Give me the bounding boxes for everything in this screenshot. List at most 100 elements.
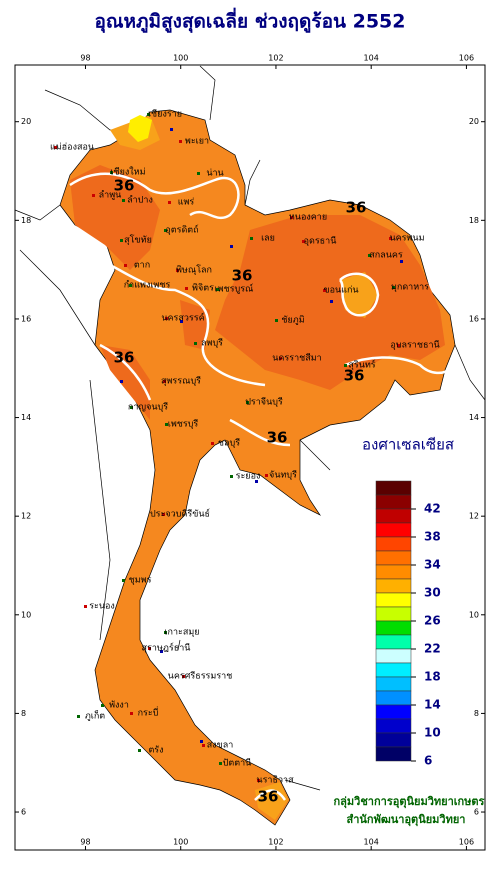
province-dot: [163, 380, 166, 383]
y-tick-label: 20: [469, 117, 479, 126]
province-label: สุโขทัย: [124, 235, 152, 246]
province-dot: [389, 237, 392, 240]
y-tick-label: 8: [21, 709, 26, 718]
province-dot: [122, 579, 125, 582]
province-label: หนองคาย: [289, 213, 327, 223]
province-label: สุรินทร์: [348, 359, 375, 371]
y-tick-label: 6: [21, 808, 26, 817]
legend-swatch: [375, 536, 412, 552]
province-label: พิจิตร: [192, 283, 214, 294]
province-label: นราธิวาส: [256, 775, 294, 786]
province-dot: [246, 401, 249, 404]
province-dot: [211, 442, 214, 445]
province-label: ลำพูน: [99, 190, 122, 201]
province-label: ประจวบคีรีขันธ์: [150, 508, 210, 520]
legend-tick-label: 30: [424, 586, 441, 600]
province-dot: [162, 513, 165, 516]
legend-swatch: [375, 522, 412, 538]
footer-line: กลุ่มวิชาการอุตุนิยมวิทยาเกษตร: [334, 795, 485, 809]
province-dot: [344, 364, 347, 367]
province-dot: [194, 342, 197, 345]
x-tick-label: 102: [268, 54, 283, 63]
legend-swatch: [375, 564, 412, 580]
station-dots: [120, 128, 403, 743]
province-dot: [164, 229, 167, 232]
province-label: สงขลา: [207, 741, 234, 751]
x-tick-label: 104: [364, 838, 379, 847]
province-label: อุบลราชธานี: [390, 340, 439, 351]
province-dot: [110, 171, 113, 174]
province-label: ชัยภูมิ: [281, 315, 304, 326]
province-label: กาญจนบุรี: [128, 402, 168, 413]
province-label: เพชรบุรี: [168, 419, 199, 430]
province-label: เพชรบูรณ์: [215, 283, 254, 295]
y-tick-label: 12: [469, 512, 479, 521]
y-tick-label: 12: [21, 512, 31, 521]
province-dot: [84, 605, 87, 608]
province-label: กระบี่: [138, 706, 159, 719]
province-dot: [216, 288, 219, 291]
province-label: ปัตตานี: [223, 758, 252, 769]
province-dot: [197, 172, 200, 175]
province-label: เกาะสมุย: [164, 628, 199, 638]
province-dot: [130, 712, 133, 715]
province-dot: [257, 779, 260, 782]
province-dot: [290, 216, 293, 219]
x-tick-label: 106: [459, 54, 474, 63]
legend-tick-label: 6: [424, 754, 432, 768]
y-tick-label: 10: [469, 610, 479, 619]
province-dot: [250, 237, 253, 240]
x-tick-label: 98: [80, 838, 90, 847]
province-dot: [397, 344, 400, 347]
province-dot: [219, 762, 222, 765]
province-label: ขอนแก่น: [323, 286, 358, 296]
province-label: ลำปาง: [127, 195, 153, 206]
province-label: สุราษฎร์ธานี: [142, 642, 191, 654]
cool-spot: [128, 115, 152, 142]
y-tick-label: 14: [469, 413, 479, 422]
legend-tick-label: 26: [424, 614, 441, 628]
province-dot: [54, 146, 57, 149]
y-tick-label: 8: [474, 709, 479, 718]
province-dot: [302, 240, 305, 243]
y-tick-label: 14: [21, 413, 31, 422]
province-dot: [120, 239, 123, 242]
legend-swatch: [375, 620, 412, 636]
contour-label: 36: [267, 429, 288, 447]
y-tick-label: 16: [21, 314, 31, 323]
province-label: เชียงราย: [148, 109, 182, 120]
legend-swatch: [375, 592, 412, 608]
province-dot: [138, 749, 141, 752]
province-dot: [279, 357, 282, 360]
province-label: ระยอง: [236, 472, 261, 482]
neighbor-borders: [14, 65, 486, 791]
province-label: แพร่: [178, 198, 195, 208]
province-label: ระนอง: [89, 602, 115, 612]
contour-label: 36: [258, 788, 279, 806]
x-tick-label: 104: [364, 54, 379, 63]
legend-swatch: [375, 634, 412, 650]
province-label: อุตรดิตถ์: [165, 224, 198, 236]
province-dot: [148, 647, 151, 650]
legend-swatch: [375, 746, 412, 762]
province-dot: [77, 715, 80, 718]
province-label: ภูเก็ต: [85, 709, 105, 722]
province-dot: [230, 475, 233, 478]
province-dot: [147, 113, 150, 116]
province-label: นครราชสีมา: [272, 353, 321, 364]
province-label: ลพบุรี: [201, 338, 223, 349]
province-label: สกลนคร: [369, 251, 403, 261]
province-label: กำแพงเพชร: [124, 280, 171, 291]
province-dot: [323, 289, 326, 292]
province-dot: [122, 199, 125, 202]
province-label: เชียงใหม่: [110, 167, 145, 178]
x-tick-label: 100: [173, 54, 188, 63]
y-tick-label: 10: [21, 610, 31, 619]
province-dot: [182, 675, 185, 678]
province-dot: [101, 704, 104, 707]
legend-swatch: [375, 494, 412, 510]
legend-tick-label: 10: [424, 726, 441, 740]
y-tick-label: 18: [21, 216, 31, 225]
